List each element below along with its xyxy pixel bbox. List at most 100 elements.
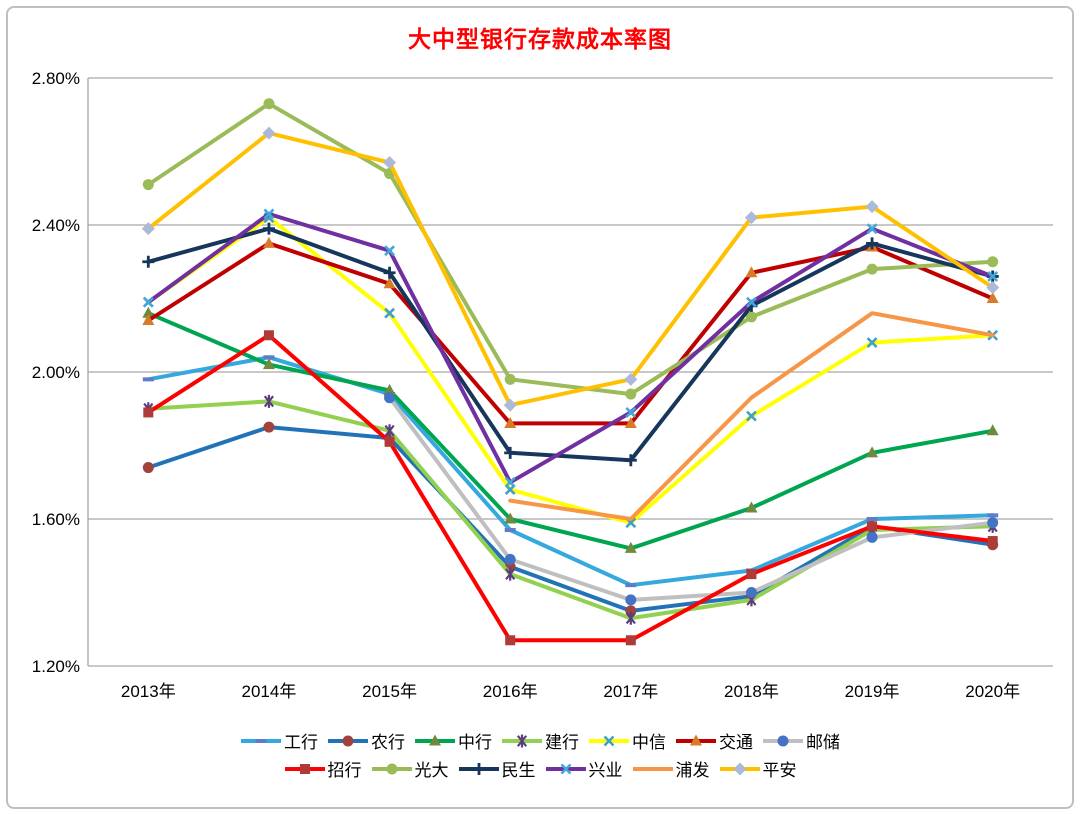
legend-item-icbc: 工行 xyxy=(240,728,318,753)
marker-pab xyxy=(624,372,638,386)
legend-marker-cmb xyxy=(299,763,310,774)
marker-boc xyxy=(383,383,396,395)
marker-boc xyxy=(745,501,758,513)
legend-item-ccb: 建行 xyxy=(501,728,579,753)
marker-icbc xyxy=(142,377,154,382)
legend-swatch-boc xyxy=(415,734,455,745)
marker-psbc xyxy=(504,553,516,565)
marker-boc xyxy=(142,306,155,318)
x-axis-tick-label: 2015年 xyxy=(362,682,417,701)
legend-swatch-bocom xyxy=(676,734,716,745)
legend-item-cib: 兴业 xyxy=(545,756,623,781)
y-axis-tick-label: 2.80% xyxy=(32,69,80,88)
marker-bocom xyxy=(986,292,999,303)
x-axis-tick-label: 2016年 xyxy=(483,682,538,701)
marker-cmb xyxy=(625,635,636,646)
legend-label-bocom: 交通 xyxy=(719,733,753,752)
legend-marker-ccb xyxy=(516,734,528,747)
marker-cmb xyxy=(143,407,154,418)
marker-cib xyxy=(384,245,395,257)
marker-cmb xyxy=(384,436,395,447)
legend-swatch-spdb xyxy=(632,766,673,771)
marker-cib xyxy=(866,223,878,235)
marker-cmbc xyxy=(383,266,396,279)
legend-marker-cib xyxy=(560,763,571,774)
marker-bocom xyxy=(142,314,155,326)
series-line-cib xyxy=(146,212,995,485)
marker-cmbc xyxy=(866,237,879,250)
marker-boc xyxy=(504,512,517,524)
marker-pab xyxy=(503,398,517,412)
marker-icbc xyxy=(504,528,516,533)
marker-cib xyxy=(987,271,999,282)
marker-psbc xyxy=(987,517,999,529)
legend-item-spdb: 浦发 xyxy=(632,756,710,781)
series-line-icbc xyxy=(146,355,995,588)
marker-ccb xyxy=(263,394,274,408)
marker-ceb xyxy=(866,263,878,275)
legend-marker-bocom xyxy=(690,734,702,745)
marker-citic xyxy=(384,307,395,319)
series-line-ceb xyxy=(146,101,995,397)
legend-label-citic: 中信 xyxy=(632,733,666,752)
legend-marker-abc xyxy=(342,735,354,746)
legend-swatch-psbc xyxy=(763,735,803,746)
legend-label-ccb: 建行 xyxy=(545,733,579,752)
series-line-cmbc xyxy=(146,226,995,463)
marker-cmb xyxy=(987,536,998,547)
marker-boc xyxy=(986,424,999,436)
legend-marker-ceb xyxy=(386,763,397,774)
legend-swatch-pab xyxy=(719,762,760,775)
marker-citic xyxy=(746,410,757,422)
marker-cib xyxy=(504,476,516,488)
marker-bocom xyxy=(745,266,758,278)
legend-marker-cmbc xyxy=(472,762,485,775)
marker-cib xyxy=(142,296,154,308)
x-axis-tick-label: 2019年 xyxy=(845,682,900,701)
marker-ceb xyxy=(142,179,154,191)
chart-legend: 工行 农行 中行 建行 中信 交通 邮储 招行 光大 民生 兴业 浦发 平安 xyxy=(0,728,1080,781)
marker-psbc xyxy=(866,531,878,543)
series-line-spdb xyxy=(508,311,995,521)
legend-swatch-ceb xyxy=(371,763,412,774)
y-axis-tick-label: 1.20% xyxy=(32,657,80,676)
marker-cmbc xyxy=(262,222,275,235)
chart-title: 大中型银行存款成本率图 xyxy=(408,26,672,52)
legend-item-pab: 平安 xyxy=(719,756,797,781)
marker-icbc xyxy=(263,355,275,360)
line-chart-plot-area: 2.80% 2.40% 2.00% 1.60% 1.20% 2013年 2014年 2015年… xyxy=(32,69,1053,701)
legend-item-psbc: 邮储 xyxy=(762,728,840,753)
legend-row-1: 工行 农行 中行 建行 中信 交通 邮储 xyxy=(240,728,840,753)
marker-ceb xyxy=(987,256,999,268)
marker-abc xyxy=(263,421,275,433)
marker-cmbc xyxy=(624,454,637,467)
series-line-bocom xyxy=(146,241,995,426)
series-line-citic xyxy=(146,215,995,525)
marker-bocom xyxy=(624,416,637,428)
legend-swatch-ccb xyxy=(502,734,542,747)
marker-icbc xyxy=(625,583,637,588)
legend-marker-citic xyxy=(603,735,615,746)
legend-item-citic: 中信 xyxy=(588,728,666,753)
x-axis-tick-label: 2020年 xyxy=(965,682,1020,701)
marker-pab xyxy=(383,156,397,170)
legend-swatch-cmbc xyxy=(458,762,499,775)
marker-cmb xyxy=(867,521,878,532)
marker-boc xyxy=(866,446,879,458)
legend-item-ceb: 光大 xyxy=(371,756,449,781)
marker-cmbc xyxy=(142,255,155,268)
legend-swatch-cmb xyxy=(284,763,325,774)
marker-ccb xyxy=(505,567,516,581)
legend-row-2: 招行 光大 民生 兴业 浦发 平安 xyxy=(284,756,797,781)
marker-pab xyxy=(986,280,1000,294)
y-axis-tick-label: 2.00% xyxy=(32,363,80,382)
marker-psbc xyxy=(745,587,757,598)
x-axis-tick-label: 2014年 xyxy=(242,682,297,701)
marker-pab xyxy=(744,211,758,225)
marker-pab xyxy=(141,222,155,236)
marker-abc xyxy=(142,462,154,474)
legend-label-spdb: 浦发 xyxy=(675,761,710,780)
marker-cib xyxy=(625,407,637,418)
legend-label-cib: 兴业 xyxy=(588,761,623,780)
y-axis-tick-label: 1.60% xyxy=(32,510,80,529)
